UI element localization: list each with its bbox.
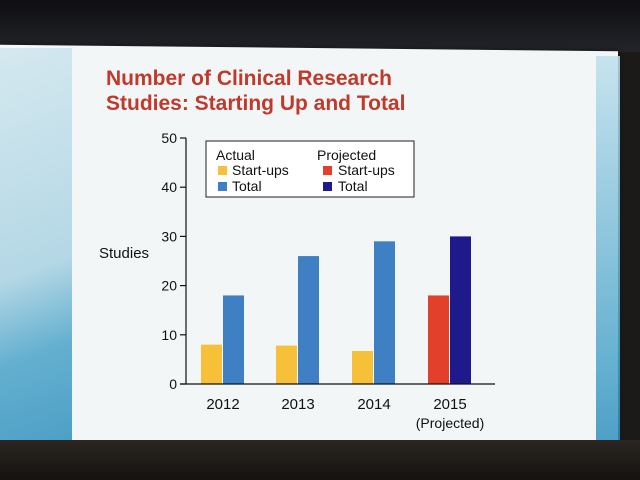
bar-actual-total-2012 [223,295,244,384]
ceiling [0,0,640,52]
legend-box [205,140,415,198]
category-labels: 2012 2013 2014 2015 (Projected) [206,396,484,431]
bar-projected-startups-2015 [428,295,449,384]
stage-floor [0,440,640,480]
right-decoration [596,56,620,448]
slide-title: Number of Clinical Research Studies: Sta… [106,66,526,116]
category-label-2014: 2014 [357,396,390,413]
legend-label-actual-total: Total [232,178,262,194]
bar-projected-total-2015 [450,236,471,384]
bar-actual-total-2014 [374,241,395,384]
legend-label-actual-startups: Start-ups [232,162,289,178]
legend: Actual Start-ups Total Projected Start-u… [205,140,415,198]
y-tick-label: 20 [161,278,177,294]
y-tick-label: 10 [161,327,177,343]
y-tick-label: 30 [161,228,177,244]
legend-actual-heading: Actual [216,147,255,163]
category-label-2015: 2015 [433,396,466,413]
legend-label-projected-total: Total [338,178,368,194]
y-tick-label: 40 [161,179,177,195]
legend-swatch-projected-startups [323,166,332,175]
y-ticks: 0 10 20 30 40 50 [161,130,186,392]
title-line-2: Studies: Starting Up and Total [106,92,406,115]
bars [201,236,471,384]
y-tick-label: 50 [161,130,177,146]
legend-projected-heading: Projected [317,147,376,163]
legend-swatch-actual-total [218,182,227,191]
bar-actual-startups-2012 [201,344,222,384]
y-axis-label: Studies [99,245,149,262]
y-tick-label: 0 [169,376,177,392]
legend-swatch-projected-total [323,182,332,191]
bar-actual-startups-2014 [352,351,373,384]
title-line-1: Number of Clinical Research [106,67,392,90]
category-label-2012: 2012 [206,396,239,413]
left-decoration [0,48,72,448]
legend-label-projected-startups: Start-ups [338,162,395,178]
category-label-2013: 2013 [281,396,314,413]
legend-swatch-actual-startups [218,166,227,175]
bar-actual-total-2013 [298,256,319,384]
category-sublabel-2015: (Projected) [416,415,484,431]
bar-actual-startups-2013 [276,345,297,384]
